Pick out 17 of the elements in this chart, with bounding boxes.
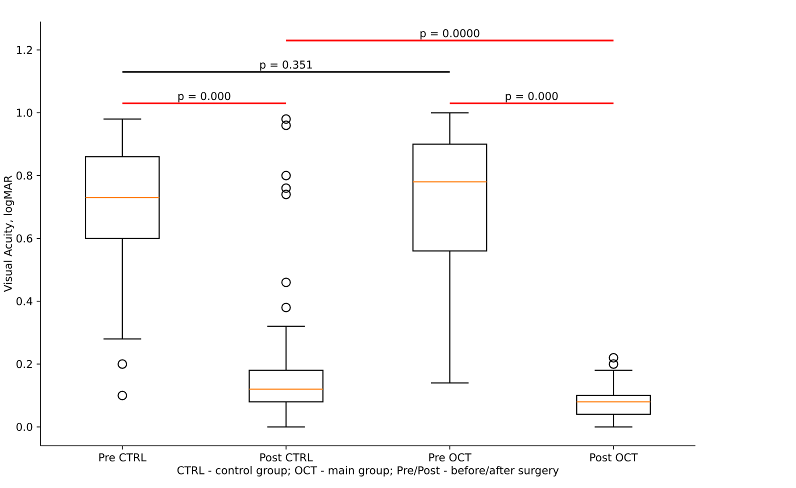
x-tick-label: Pre OCT xyxy=(429,453,472,462)
annotation: p = 0.0000 xyxy=(420,29,480,40)
y-tick-label: 0.2 xyxy=(16,360,32,368)
x-tick-label: Pre CTRL xyxy=(99,453,146,462)
x-tick-label: Post CTRL xyxy=(260,453,313,462)
y-tick-label: 0.8 xyxy=(16,172,32,180)
y-tick-label: 0.0 xyxy=(16,422,32,432)
annotation: p = 0.351 xyxy=(260,60,312,71)
annotation: p = 0.000 xyxy=(506,92,558,102)
y-tick-label: 1.0 xyxy=(16,108,32,117)
y-axis-title: Visual Acuity, logMAR xyxy=(4,176,14,292)
x-tick-label: Post OCT xyxy=(590,453,638,462)
y-tick-label: 0.6 xyxy=(16,234,32,243)
annotation: p = 0.000 xyxy=(178,92,230,102)
y-tick-label: 0.4 xyxy=(16,297,32,306)
x-axis-title: CTRL - control group; OCT - main group; Pre/Post - before/after surgery xyxy=(177,466,559,476)
y-tick-label: 1.2 xyxy=(16,46,32,54)
